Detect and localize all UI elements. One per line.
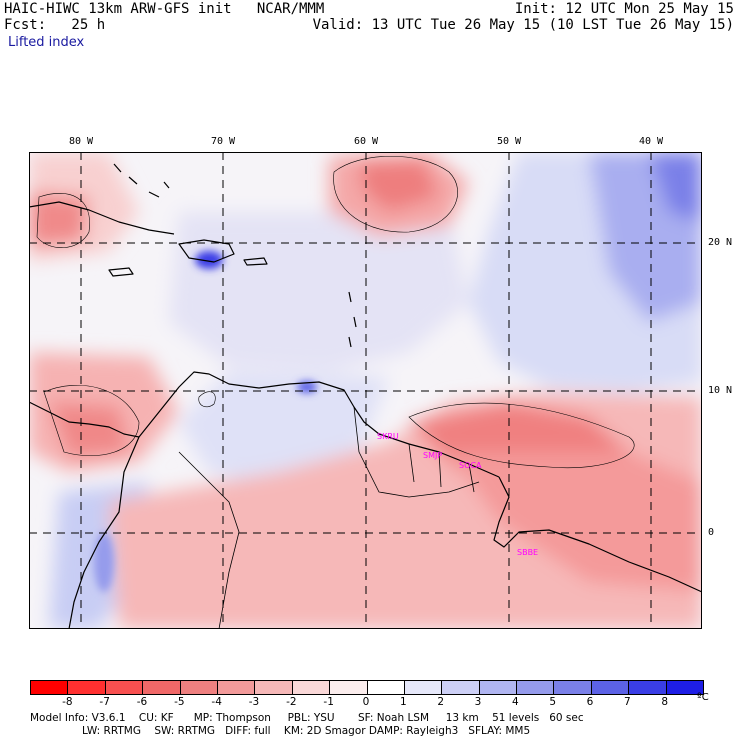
- colorbar-swatch: [143, 681, 181, 694]
- colorbar-tick-label: -7: [99, 696, 110, 708]
- lon-label-50w: 50 W: [496, 136, 522, 147]
- colorbar-tick-label: -6: [136, 696, 148, 708]
- lat-label-20n: 20 N: [708, 237, 733, 248]
- colorbar-swatch: [31, 681, 69, 694]
- positive-region-caribbean: [169, 212, 469, 372]
- lon-label-80w: 80 W: [68, 136, 94, 147]
- colorbar-swatch: [591, 681, 630, 694]
- colorbar-tick-label: 4: [511, 696, 519, 708]
- colorbar: [30, 680, 704, 695]
- model-info-line2: LW: RRTMG SW: RRTMG DIFF: full KM: 2D Sm…: [82, 725, 531, 737]
- colorbar-tick-label: 7: [623, 696, 631, 708]
- positive-core-pacific: [94, 532, 114, 592]
- header-title: HAIC-HIWC 13km ARW-GFS init NCAR/MMM: [4, 1, 325, 17]
- init-time: Init: 12 UTC Mon 25 May 15: [514, 1, 734, 17]
- colorbar-swatch: [666, 681, 704, 694]
- positive-core-hispaniola: [195, 251, 223, 269]
- colorbar-tick-label: 2: [437, 696, 444, 708]
- colorbar-tick-label: -4: [211, 696, 222, 708]
- forecast-hour: Fcst: 25 h: [4, 17, 106, 33]
- colorbar-swatch: [404, 681, 443, 694]
- colorbar-swatch: [217, 681, 256, 694]
- negative-region-amazon-mouth: [449, 452, 702, 592]
- colorbar-swatch: [517, 681, 555, 694]
- graticule: [29, 152, 702, 629]
- colorbar-swatch: [105, 681, 144, 694]
- colorbar-unit: ºC: [697, 692, 709, 703]
- lat-label-0: 0: [708, 527, 715, 538]
- model-info-line1: Model Info: V3.6.1 CU: KF MP: Thompson P…: [30, 712, 584, 724]
- colorbar-swatch: [442, 681, 480, 694]
- valid-time: Valid: 13 UTC Tue 26 May 15 (10 LST Tue …: [312, 17, 734, 33]
- positive-core-venezuela-coast: [297, 381, 317, 393]
- stations: SKRU SMJP SOCA SBBE: [377, 432, 538, 557]
- coastlines: [29, 163, 702, 629]
- map-frame: [29, 152, 702, 629]
- colorbar-swatch: [367, 681, 405, 694]
- station-smjp: SMJP: [423, 451, 442, 460]
- colorbar-swatch: [68, 681, 106, 694]
- colorbar-swatch: [554, 681, 592, 694]
- colorbar-tick-label: 1: [399, 696, 407, 708]
- map-panel: SKRU SMJP SOCA SBBE: [29, 152, 702, 629]
- colorbar-tick-label: -3: [248, 696, 260, 708]
- colorbar-swatch: [180, 681, 218, 694]
- colorbar-tick-label: 0: [362, 696, 370, 708]
- colorbar-tick-label: 5: [549, 696, 556, 708]
- lon-label-40w: 40 W: [638, 136, 664, 147]
- colorbar-tick-label: -1: [323, 696, 334, 708]
- lat-label-10n: 10 N: [708, 385, 733, 396]
- colorbar-swatch: [330, 681, 368, 694]
- lifted-index-map: SKRU SMJP SOCA SBBE: [29, 152, 702, 629]
- colorbar-tick-label: -2: [286, 696, 297, 708]
- negative-core-central-america: [49, 402, 129, 457]
- colorbar-tick-label: 6: [586, 696, 594, 708]
- positive-core-northeast: [649, 152, 702, 222]
- lon-label-60w: 60 W: [353, 136, 379, 147]
- colorbar-tick-label: 8: [661, 696, 668, 708]
- field-name: Lifted index: [8, 35, 85, 50]
- station-sbbe: SBBE: [517, 548, 538, 557]
- lon-label-70w: 70 W: [210, 136, 236, 147]
- colorbar-swatch: [629, 681, 667, 694]
- station-skru: SKRU: [377, 432, 399, 441]
- colorbar-swatch: [479, 681, 518, 694]
- colorbar-tick-label: -5: [174, 696, 185, 708]
- station-soca: SOCA: [459, 461, 482, 470]
- colorbar-swatch: [255, 681, 293, 694]
- negative-core-north-atlantic: [359, 160, 439, 212]
- colorbar-tick-label: 3: [474, 696, 482, 708]
- colorbar-tick-label: -8: [62, 696, 73, 708]
- colorbar-swatch: [292, 681, 331, 694]
